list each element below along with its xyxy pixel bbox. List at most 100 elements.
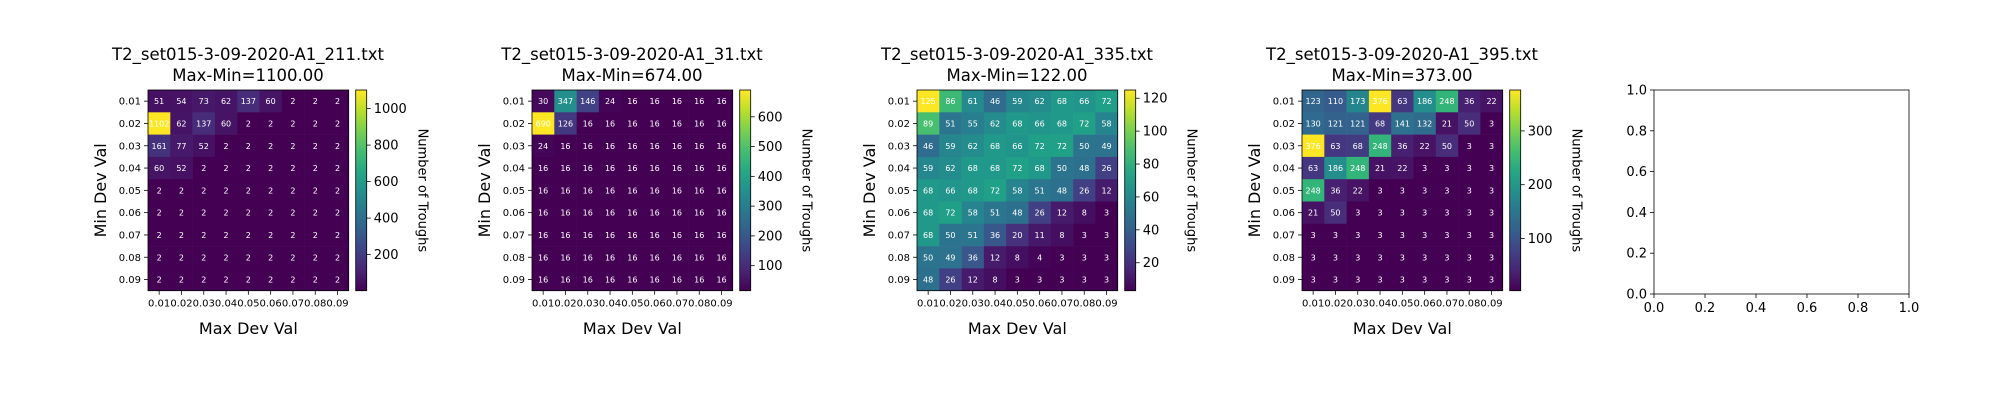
- heatmap-cell: [688, 268, 711, 291]
- y-tick-label: 0.08: [503, 253, 525, 264]
- heatmap-cell-label: 2: [246, 276, 251, 285]
- heatmap-cell-label: 16: [716, 231, 726, 240]
- heatmap-cell: [576, 268, 600, 291]
- heatmap-cell-label: 2: [201, 253, 206, 262]
- heatmap-cell-label: 3: [1467, 253, 1472, 262]
- y-tick-label: 0.02: [503, 119, 525, 130]
- heatmap-cell-label: 3: [1444, 209, 1449, 218]
- heatmap-cell: [598, 156, 622, 180]
- heatmap-cell: [1324, 179, 1347, 202]
- heatmap-cell: [598, 112, 622, 135]
- heatmap-cell: [1391, 223, 1414, 247]
- heatmap-cell: [214, 156, 238, 180]
- heatmap-cell-label: 2: [157, 231, 162, 240]
- heatmap-cell: [1095, 134, 1118, 158]
- heatmap-cell-label: 2: [246, 253, 251, 262]
- heatmap-cell: [939, 201, 962, 225]
- x-tick-label: 0.07: [1436, 299, 1458, 310]
- heatmap-cell: [192, 223, 216, 247]
- heatmap-cell-label: 68: [1353, 142, 1363, 151]
- heatmap-cell-label: 89: [923, 119, 933, 128]
- heatmap-cell-label: 186: [1328, 164, 1343, 173]
- heatmap-cell: [532, 134, 555, 158]
- heatmap-cell: [1006, 156, 1029, 180]
- heatmap-cell-label: 22: [1486, 97, 1496, 106]
- heatmap-cell: [576, 90, 600, 113]
- heatmap-cell-label: 3: [1082, 231, 1087, 240]
- heatmap-cell: [532, 268, 555, 291]
- heatmap-cell-label: 2: [201, 231, 206, 240]
- heatmap-cell: [917, 90, 940, 113]
- heatmap-cell: [281, 112, 305, 135]
- heatmap-cell-label: 16: [560, 253, 570, 262]
- heatmap-cell-label: 26: [1101, 164, 1111, 173]
- heatmap-cell: [665, 112, 689, 135]
- heatmap-cell: [939, 134, 962, 158]
- heatmap-cell-label: 68: [968, 186, 978, 195]
- heatmap-cell-label: 48: [1057, 186, 1067, 195]
- heatmap-cell: [1346, 179, 1370, 202]
- heatmap-cell: [148, 223, 171, 247]
- heatmap-cell-label: 16: [694, 253, 704, 262]
- heatmap-cell: [961, 223, 985, 247]
- heatmap-cell-label: 3: [1104, 253, 1109, 262]
- heatmap-cell: [961, 246, 985, 269]
- heatmap-cell-label: 1102: [149, 119, 169, 128]
- x-tick-label: 0.08: [1458, 299, 1480, 310]
- heatmap-cell: [1050, 156, 1074, 180]
- heatmap-cell-label: 3: [1378, 276, 1383, 285]
- heatmap-cell-label: 16: [650, 186, 660, 195]
- heatmap-cell-label: 52: [199, 142, 209, 151]
- heatmap-cell: [304, 156, 327, 180]
- heatmap-cell: [1302, 223, 1325, 247]
- heatmap-cell-label: 2: [201, 276, 206, 285]
- heatmap-cell: [576, 179, 600, 202]
- heatmap-title: T2_set015-3-09-2020-A1_395.txt: [1265, 45, 1538, 65]
- heatmap-cell-label: 3: [1489, 209, 1494, 218]
- heatmap-cell-label: 2: [313, 253, 318, 262]
- heatmap-cell-label: 3: [1400, 276, 1405, 285]
- x-tick-label: 0.05: [621, 299, 643, 310]
- heatmap-panel-2: T2_set015-3-09-2020-A1_31.txtMax-Min=674…: [475, 45, 814, 338]
- heatmap-cell-label: 62: [968, 142, 978, 151]
- heatmap-cell: [576, 223, 600, 247]
- heatmap-cell-label: 36: [1397, 142, 1407, 151]
- heatmap-cell: [170, 156, 193, 180]
- colorbar-tick-label: 400: [374, 212, 399, 227]
- heatmap-cell: [1413, 223, 1437, 247]
- y-tick-label: 0.06: [503, 208, 525, 219]
- heatmap-cell: [1413, 246, 1437, 269]
- heatmap-cell-label: 16: [627, 119, 637, 128]
- heatmap-cell-label: 51: [968, 231, 978, 240]
- heatmap-cell: [1073, 156, 1096, 180]
- y-tick-label: 0.03: [888, 141, 910, 152]
- heatmap-cell-label: 8: [993, 276, 998, 285]
- heatmap-cell: [1413, 134, 1437, 158]
- heatmap-cell-label: 49: [945, 253, 955, 262]
- y-tick-label: 0.07: [119, 230, 141, 241]
- heatmap-cell: [1095, 156, 1118, 180]
- heatmap-cell-label: 3: [1082, 276, 1087, 285]
- heatmap-cell-label: 36: [968, 253, 978, 262]
- heatmap-cell: [170, 201, 193, 225]
- heatmap-cell: [643, 246, 667, 269]
- heatmap-cell-label: 3: [1355, 209, 1360, 218]
- colorbar-tick-label: 100: [758, 259, 783, 274]
- heatmap-cell-label: 3: [1444, 276, 1449, 285]
- heatmap-cell-label: 2: [179, 276, 184, 285]
- heatmap-cell-label: 248: [1372, 142, 1387, 151]
- heatmap-title: T2_set015-3-09-2020-A1_335.txt: [880, 45, 1153, 65]
- colorbar-tick-label: 800: [374, 139, 399, 154]
- x-tick-label: 0.02: [939, 299, 961, 310]
- heatmap-cell-label: 3: [1422, 231, 1427, 240]
- heatmap-cell: [939, 179, 962, 202]
- y-tick-label: 0.09: [1273, 275, 1295, 286]
- colorbar-tick-label: 20: [1143, 256, 1160, 271]
- heatmap-cell-label: 62: [176, 119, 186, 128]
- heatmap-cell: [1391, 90, 1414, 113]
- heatmap-cell-label: 16: [605, 186, 615, 195]
- heatmap-cell-label: 16: [672, 231, 682, 240]
- heatmap-cell-label: 2: [313, 142, 318, 151]
- heatmap-cell: [1480, 156, 1503, 180]
